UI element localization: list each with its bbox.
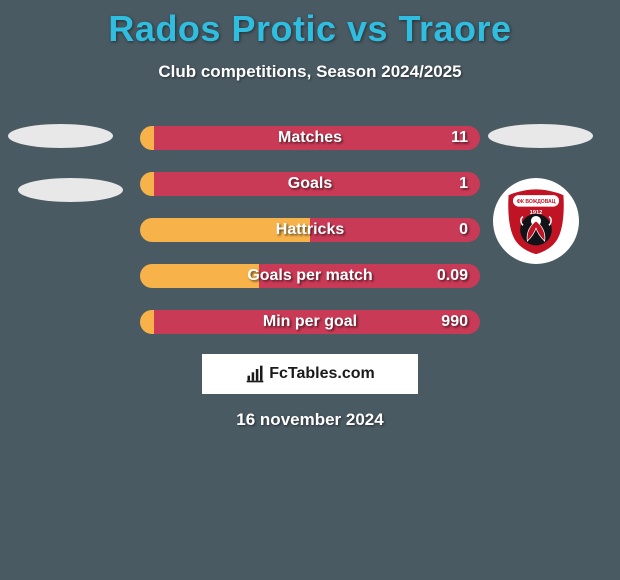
club-left-badge-placeholder <box>18 178 123 202</box>
stat-bar-value-right: 1 <box>459 175 468 193</box>
club-crest-icon: ФК ВОЖДОВАЦ 1912 <box>500 185 572 257</box>
stat-bar: Matches 11 <box>140 126 480 150</box>
stat-bar: Hattricks 0 <box>140 218 480 242</box>
stat-bar-left-fill <box>140 310 154 334</box>
player-right-badge-placeholder <box>488 124 593 148</box>
player-left-badge-placeholder <box>8 124 113 148</box>
stat-bar-left-fill <box>140 126 154 150</box>
stats-bars: Matches 11 Goals 1 Hattricks 0 Goals per match… <box>140 126 480 356</box>
stat-bar-value-right: 11 <box>451 129 468 147</box>
svg-text:ФК ВОЖДОВАЦ: ФК ВОЖДОВАЦ <box>517 199 556 205</box>
date-text: 16 november 2024 <box>236 410 383 430</box>
page-title: Rados Protic vs Traore <box>0 0 620 50</box>
stat-bar-label: Min per goal <box>263 313 357 331</box>
stat-bar-label: Goals <box>288 175 332 193</box>
stat-bar-value-right: 0 <box>459 221 468 239</box>
stat-bar-left-fill <box>140 172 154 196</box>
stat-bar-label: Goals per match <box>247 267 372 285</box>
subtitle: Club competitions, Season 2024/2025 <box>0 62 620 82</box>
attribution-box[interactable]: FcTables.com <box>202 354 418 394</box>
club-right-badge: ФК ВОЖДОВАЦ 1912 <box>493 178 579 264</box>
attribution-text: FcTables.com <box>269 365 375 383</box>
stat-bar-label: Matches <box>278 129 342 147</box>
stat-bar: Goals per match 0.09 <box>140 264 480 288</box>
stat-bar-label: Hattricks <box>276 221 344 239</box>
bar-chart-icon <box>245 364 265 384</box>
infographic-root: Rados Protic vs Traore Club competitions… <box>0 0 620 580</box>
stat-bar: Min per goal 990 <box>140 310 480 334</box>
stat-bar-left-fill <box>140 264 259 288</box>
stat-bar-value-right: 990 <box>441 313 468 331</box>
stat-bar: Goals 1 <box>140 172 480 196</box>
stat-bar-value-right: 0.09 <box>437 267 468 285</box>
